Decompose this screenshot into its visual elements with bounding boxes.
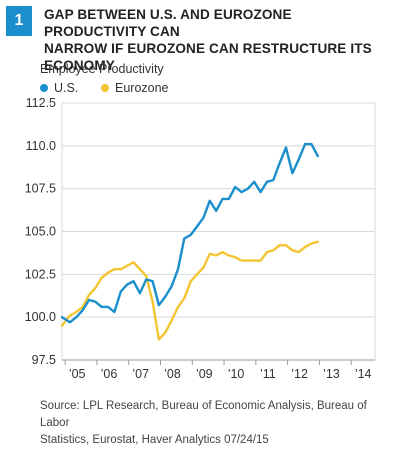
x-tick-label: ’09 — [196, 367, 213, 381]
legend-swatch-us — [40, 84, 48, 92]
legend-swatch-eurozone — [101, 84, 109, 92]
x-tick-label: ’05 — [69, 367, 86, 381]
series-line-us — [60, 142, 319, 324]
x-tick-label: ’11 — [260, 367, 276, 381]
figure-number-badge: 1 — [6, 6, 32, 36]
y-tick-label: 102.5 — [25, 267, 56, 281]
source-line-1: Source: LPL Research, Bureau of Economic… — [40, 400, 367, 429]
figure-number: 1 — [14, 12, 24, 29]
x-tick-label: ’13 — [323, 367, 340, 381]
legend-label-eurozone: Eurozone — [115, 81, 169, 95]
chart-subtitle: Employee Productivity — [40, 62, 164, 76]
legend-item-eurozone: Eurozone — [101, 81, 169, 95]
y-tick-label: 107.5 — [25, 182, 56, 196]
x-tick-label: ’07 — [132, 367, 149, 381]
chart-title: GAP BETWEEN U.S. AND EUROZONE PRODUCTIVI… — [44, 6, 396, 74]
legend-label-us: U.S. — [54, 81, 79, 95]
x-tick-label: ’10 — [228, 367, 245, 381]
y-tick-label: 97.5 — [32, 353, 56, 367]
x-tick-label: ’14 — [355, 367, 372, 381]
x-tick-label: ’06 — [101, 367, 118, 381]
x-tick-label: ’08 — [164, 367, 181, 381]
x-tick-label: ’12 — [291, 367, 308, 381]
y-tick-label: 100.0 — [25, 310, 56, 324]
legend-item-us: U.S. — [40, 81, 78, 95]
y-tick-label: 105.0 — [25, 225, 56, 239]
chart-source: Source: LPL Research, Bureau of Economic… — [40, 398, 396, 449]
chart-title-line-2: NARROW IF EUROZONE CAN RESTRUCTURE ITS E… — [44, 41, 372, 73]
line-chart: 97.5 100.0 102.5 105.0 107.5 110.0 112.5 ’05 ’06… — [25, 96, 376, 381]
y-tick-label: 112.5 — [26, 96, 56, 110]
source-line-2: Statistics, Eurostat, Haver Analytics 07… — [40, 434, 269, 446]
chart-title-line-1: GAP BETWEEN U.S. AND EUROZONE PRODUCTIVI… — [44, 7, 292, 39]
series-line-eurozone — [60, 240, 319, 341]
y-tick-label: 110.0 — [26, 139, 56, 153]
